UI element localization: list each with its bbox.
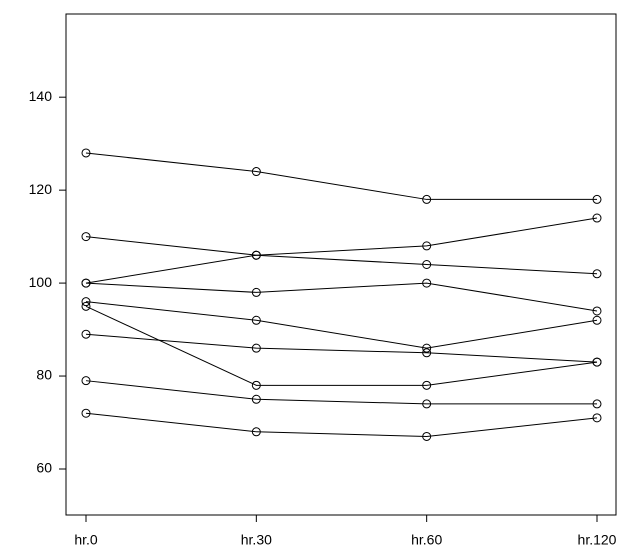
- x-tick-label: hr.60: [411, 532, 442, 548]
- point: [592, 213, 602, 223]
- point: [422, 343, 432, 353]
- point: [422, 399, 432, 409]
- series-line: [85, 236, 598, 275]
- point: [251, 315, 261, 325]
- point: [422, 241, 432, 251]
- point: [592, 315, 602, 325]
- x-tick-label: hr.120: [578, 532, 617, 548]
- point: [422, 348, 432, 358]
- point: [592, 413, 602, 423]
- point: [81, 301, 91, 311]
- series-line: [85, 305, 598, 386]
- point: [251, 343, 261, 353]
- x-tick-label: hr.0: [74, 532, 98, 548]
- series-line: [85, 282, 598, 312]
- point: [592, 357, 602, 367]
- series-line: [85, 217, 598, 284]
- series-line: [85, 380, 597, 405]
- point: [251, 250, 261, 260]
- series-line: [85, 412, 598, 437]
- y-tick-label: 120: [29, 181, 53, 197]
- point: [422, 380, 432, 390]
- point: [81, 329, 91, 339]
- point: [592, 399, 602, 409]
- series-line: [85, 152, 597, 200]
- y-tick-label: 140: [29, 88, 53, 104]
- series-line: [85, 333, 598, 363]
- point: [592, 269, 602, 279]
- point: [251, 167, 261, 177]
- point: [592, 194, 602, 204]
- point: [251, 287, 261, 297]
- y-tick-label: 80: [36, 367, 52, 383]
- point: [81, 278, 91, 288]
- point: [81, 408, 91, 418]
- point: [81, 148, 91, 158]
- point: [251, 427, 261, 437]
- x-tick-label: hr.30: [241, 532, 272, 548]
- point: [251, 394, 261, 404]
- plot-frame: [65, 13, 617, 516]
- point: [422, 260, 432, 269]
- point: [81, 297, 91, 307]
- point: [422, 431, 432, 441]
- y-tick-label: 60: [36, 460, 52, 476]
- point: [81, 232, 91, 242]
- series-line: [85, 301, 598, 349]
- point: [81, 376, 91, 386]
- y-tick-label: 100: [29, 274, 53, 290]
- point: [592, 306, 602, 316]
- point: [422, 194, 432, 204]
- point: [422, 278, 432, 288]
- point: [251, 380, 261, 390]
